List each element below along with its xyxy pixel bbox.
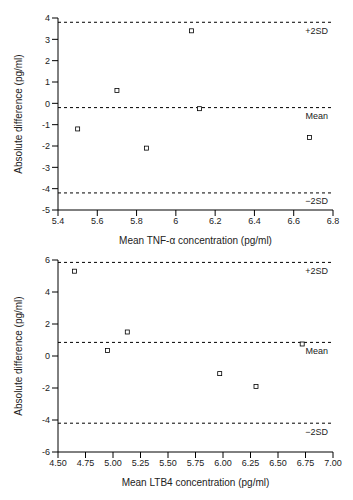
svg-text:-4: -4: [42, 184, 50, 194]
svg-text:5.8: 5.8: [130, 216, 143, 226]
svg-text:−2SD: −2SD: [305, 196, 328, 206]
svg-text:6.6: 6.6: [287, 216, 300, 226]
svg-text:6.75: 6.75: [297, 458, 315, 468]
svg-text:+2SD: +2SD: [305, 26, 328, 36]
svg-text:Mean LTB4 concentration (pg/ml: Mean LTB4 concentration (pg/ml): [122, 477, 270, 488]
svg-text:-2: -2: [42, 383, 50, 393]
svg-text:Mean: Mean: [305, 346, 328, 356]
svg-text:0: 0: [45, 99, 50, 109]
svg-text:6.50: 6.50: [269, 458, 287, 468]
svg-text:−2SD: −2SD: [305, 427, 328, 437]
svg-text:-4: -4: [42, 415, 50, 425]
svg-text:6.2: 6.2: [209, 216, 222, 226]
svg-text:6: 6: [173, 216, 178, 226]
svg-text:5.25: 5.25: [132, 458, 150, 468]
svg-text:4.50: 4.50: [49, 458, 67, 468]
svg-text:5.75: 5.75: [187, 458, 205, 468]
svg-text:6.4: 6.4: [248, 216, 261, 226]
svg-text:5.6: 5.6: [91, 216, 104, 226]
svg-text:Absolute difference (pg/ml): Absolute difference (pg/ml): [13, 54, 24, 173]
svg-text:-2: -2: [42, 141, 50, 151]
svg-text:6.00: 6.00: [214, 458, 232, 468]
svg-text:6.25: 6.25: [242, 458, 260, 468]
svg-text:+2SD: +2SD: [305, 266, 328, 276]
svg-text:4: 4: [45, 13, 50, 23]
svg-text:-5: -5: [42, 205, 50, 215]
svg-text:2: 2: [45, 56, 50, 66]
svg-text:0: 0: [45, 351, 50, 361]
svg-text:-3: -3: [42, 163, 50, 173]
svg-text:-1: -1: [42, 120, 50, 130]
svg-text:2: 2: [45, 319, 50, 329]
svg-text:6: 6: [45, 255, 50, 265]
svg-text:5.00: 5.00: [104, 458, 122, 468]
svg-text:5.50: 5.50: [159, 458, 177, 468]
svg-text:Mean TNF-α concentration (pg/m: Mean TNF-α concentration (pg/ml): [119, 235, 272, 246]
svg-text:7.00: 7.00: [324, 458, 342, 468]
svg-text:5.4: 5.4: [52, 216, 65, 226]
svg-text:4: 4: [45, 287, 50, 297]
svg-text:-6: -6: [42, 447, 50, 457]
svg-text:Mean: Mean: [305, 111, 328, 121]
svg-text:6.8: 6.8: [327, 216, 340, 226]
svg-text:Absolute difference (pg/ml): Absolute difference (pg/ml): [13, 296, 24, 415]
svg-text:3: 3: [45, 35, 50, 45]
svg-text:4.75: 4.75: [77, 458, 95, 468]
svg-text:1: 1: [45, 77, 50, 87]
